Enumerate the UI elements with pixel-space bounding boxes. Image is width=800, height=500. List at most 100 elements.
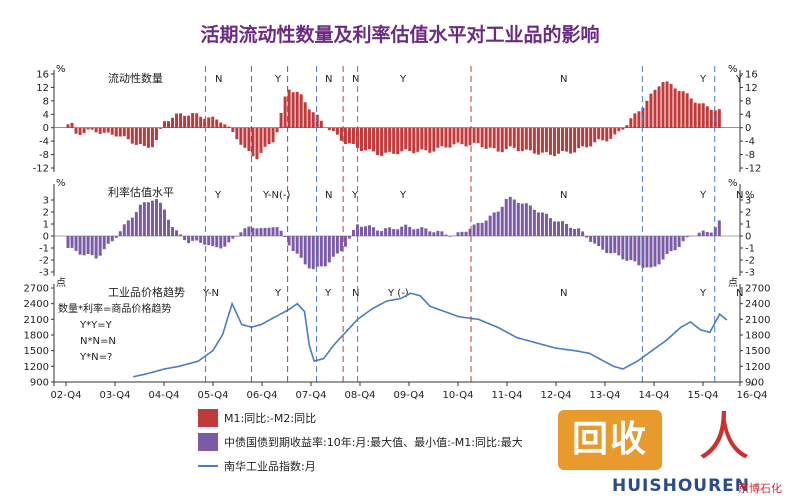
y-tick-label-left: 2400 [24,299,49,310]
bar-rate [158,202,162,236]
bar-rate [66,236,70,248]
bar-liquidity [122,127,126,137]
bar-rate [311,236,315,270]
formula-line: Y*N=? [79,352,112,363]
y-tick-label-left: -2 [39,256,49,267]
y-tick-label-left: 2700 [24,284,49,295]
y-tick-label-left: 2100 [24,315,49,326]
bar-liquidity [569,127,573,154]
bar-liquidity [436,127,440,148]
y-tick-label-right: -2 [745,256,755,267]
bar-liquidity [605,127,609,142]
bar-rate [492,212,496,236]
bar-liquidity [637,111,641,128]
legend-label-liquidity: M1:同比:-M2:同比 [224,412,317,425]
bar-liquidity [175,113,179,128]
bar-rate [709,232,713,236]
regime-label: Y [699,74,707,85]
x-tick-label: 16-Q4 [737,390,768,401]
bar-rate [283,236,287,238]
bar-liquidity [311,112,315,128]
bar-liquidity [480,127,484,148]
bar-liquidity [351,127,355,144]
bar-rate [605,236,609,254]
bar-rate [484,220,488,236]
bar-rate [641,236,645,268]
bar-rate [183,236,187,241]
axis-unit-left: 点 [56,277,66,289]
bar-liquidity [472,127,476,143]
bar-rate [368,225,372,236]
y-tick-label-left: 12 [36,83,49,94]
y-tick-label-left: 16 [36,70,49,81]
y-tick-label-left: 900 [30,378,49,389]
watermark-icon: 人 [698,408,751,468]
bar-rate [520,203,524,236]
bar-liquidity [195,113,199,128]
bar-rate [90,236,94,256]
bar-liquidity [384,127,388,153]
bar-liquidity [335,127,339,135]
bar-liquidity [645,100,649,128]
bar-rate [633,236,637,262]
bar-rate [303,236,307,265]
bar-liquidity [187,115,191,128]
legend-swatch-price [198,465,218,467]
bar-rate [464,231,468,236]
bar-liquidity [597,127,601,140]
bar-liquidity [581,127,585,147]
bar-liquidity [552,127,556,157]
bar-liquidity [171,117,175,128]
bar-liquidity [653,89,657,128]
bar-liquidity [376,127,380,156]
bar-rate [448,236,452,237]
bar-liquidity [94,127,98,133]
bar-liquidity [343,127,347,145]
bar-liquidity [717,109,721,128]
bar-rate [179,234,183,236]
bar-rate [496,211,500,236]
bar-rate [396,229,400,236]
y-tick-label-right: 0 [745,232,751,243]
watermark: 回收 人 HUISHOUREN 京博石化 [548,404,800,500]
y-tick-label-right: -4 [745,137,755,148]
bar-rate [130,217,134,236]
y-tick-label-left: -12 [33,164,49,175]
y-tick-label-right: 1800 [745,331,770,342]
bar-rate [561,221,565,236]
x-tick-label: 02-Q4 [51,390,82,401]
y-tick-label-right: 1200 [745,362,770,373]
watermark-logo: 回收 [558,410,662,470]
bar-liquidity [500,127,504,153]
bar-rate [504,199,508,236]
bar-liquidity [488,127,492,148]
bar-rate [287,236,291,246]
bar-rate [343,236,347,247]
bar-rate [191,236,195,241]
bar-liquidity [239,127,243,145]
bar-rate [162,209,166,236]
panel-title: 利率估值水平 [108,185,174,199]
bar-liquidity [440,127,444,147]
bar-rate [259,228,263,236]
bar-rate [585,236,589,238]
bar-liquidity [424,127,428,151]
bar-liquidity [516,127,520,152]
bar-rate [271,227,275,236]
bar-liquidity [593,127,597,143]
regime-label: Y [735,74,743,85]
bar-rate [275,227,279,236]
bar-liquidity [251,127,255,157]
bar-rate [609,236,613,254]
y-tick-label-right: 2 [745,208,751,219]
bar-liquidity [496,127,500,152]
bar-rate [187,236,191,244]
bar-rate [472,224,476,236]
bar-liquidity [689,98,693,128]
bar-liquidity [279,112,283,128]
bar-rate [211,236,215,247]
bar-rate [146,202,150,236]
bar-rate [581,231,585,236]
bar-liquidity [191,113,195,128]
